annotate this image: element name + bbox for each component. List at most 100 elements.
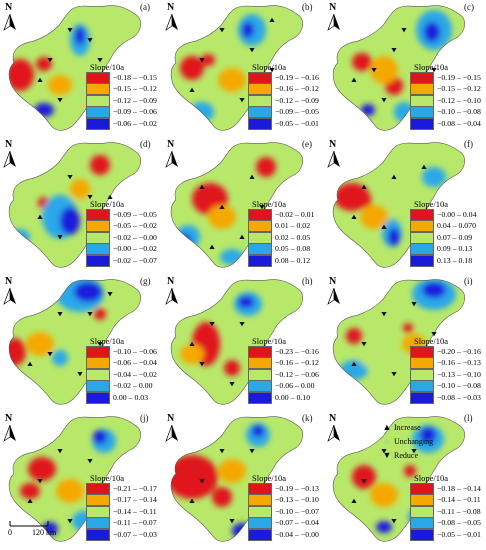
legend-row: −0.12 – −0.09	[248, 94, 324, 107]
increase-station-marker	[107, 194, 113, 199]
reduce-station-marker	[229, 519, 235, 524]
legend-swatch	[86, 83, 110, 96]
north-label: N	[167, 139, 175, 150]
legend-class-label: −0.20 – −0.16	[437, 346, 481, 356]
unchanging-circle-icon: ○	[384, 436, 390, 446]
north-label: N	[167, 2, 175, 13]
reduce-station-marker	[97, 58, 103, 63]
legend-class-label: −0.14 – −0.11	[437, 495, 481, 505]
reduce-station-marker	[249, 449, 255, 454]
region-outline	[170, 416, 303, 542]
legend-row: −0.04 – −0.00	[248, 528, 324, 541]
map-panel: N (k) Slope/10a −0.19 – −0.13 −0.13 – −0.10…	[162, 411, 324, 548]
trend-zone	[75, 27, 85, 45]
trend-zone	[10, 229, 30, 245]
trend-zone	[28, 457, 56, 481]
legend-class-label: 0.00 – 0.10	[275, 392, 311, 402]
slope-legend: Slope/10a −0.19 – −0.13 −0.13 – −0.10 −0.10…	[248, 473, 324, 541]
reduce-station-marker	[249, 48, 255, 53]
trend-zone	[74, 282, 102, 302]
north-arrow-icon: N	[326, 2, 344, 32]
legend-row: 0.00 – 0.10	[248, 391, 324, 404]
legend-class-label: −0.11 – −0.07	[113, 518, 157, 528]
reduce-station-marker	[57, 235, 63, 240]
legend-row: −0.07 – −0.04	[248, 517, 324, 530]
increase-station-marker	[351, 77, 357, 82]
reduce-station-marker	[97, 342, 103, 347]
legend-class-label: −0.16 – −0.12	[275, 84, 319, 94]
trend-zone	[352, 53, 372, 71]
legend-swatch	[410, 208, 434, 221]
region-outline	[170, 5, 303, 131]
reduce-station-marker	[37, 479, 43, 484]
legend-swatch	[410, 254, 434, 267]
legend-swatch	[248, 220, 272, 233]
legend-class-label: −0.09 – −0.06	[113, 107, 157, 117]
legend-row: −0.14 – −0.11	[86, 505, 162, 518]
legend-class-label: −0.10 – −0.06	[113, 346, 157, 356]
region-outline	[8, 5, 141, 131]
panel-letter-label: (g)	[140, 276, 151, 286]
map-svg	[170, 416, 303, 542]
region-outline	[8, 279, 141, 405]
map-panel: N (f) Slope/10a −0.00 – 0.04 0.04 – 0.070 0.…	[324, 137, 486, 274]
reduce-station-marker	[107, 292, 113, 297]
legend-row: −0.13 – −0.10	[410, 368, 486, 381]
trend-zone	[422, 167, 446, 187]
increase-station-marker	[361, 184, 367, 189]
legend-class-label: 0.09 – 0.13	[437, 244, 473, 254]
legend-row: −0.10 – −0.08	[410, 380, 486, 393]
legend-title: Slope/10a	[252, 336, 286, 346]
panel-letter-label: (h)	[302, 276, 313, 286]
trend-zone	[56, 479, 84, 503]
point-symbol-legend: ▲ Increase ○ Unchanging ▼ Reduce	[380, 420, 484, 462]
legend-swatch	[248, 517, 272, 530]
legend-swatch	[86, 380, 110, 393]
trend-zone	[361, 104, 375, 116]
legend-class-label: −0.02 – 0.01	[275, 209, 315, 219]
unchanging-label: Unchanging	[394, 436, 434, 446]
legend-swatch	[410, 243, 434, 256]
legend-row: −0.20 – −0.16	[410, 345, 486, 358]
region-outline	[170, 142, 303, 268]
north-label: N	[5, 2, 13, 13]
reduce-station-marker	[219, 449, 225, 454]
region-outline	[8, 416, 141, 542]
legend-row: −0.08 – −0.05	[410, 517, 486, 530]
north-arrow-icon: N	[2, 139, 20, 169]
legend-row: −0.15 – −0.12	[410, 83, 486, 96]
reduce-station-marker	[391, 519, 397, 524]
legend-swatch	[410, 117, 434, 130]
legend-class-label: −0.15 – −0.12	[113, 84, 157, 94]
legend-row: 0.01 – 0.02	[248, 220, 324, 233]
map-panel: N (g) Slope/10a −0.10 – −0.06 −0.06 – −0.04…	[0, 274, 162, 411]
slope-legend: Slope/10a −0.23 – −0.16 −0.16 – −0.12 −0.12…	[248, 336, 324, 404]
trend-zone	[403, 323, 413, 333]
region-outline	[332, 5, 465, 131]
legend-swatch	[86, 254, 110, 267]
map-panel: N (i) Slope/10a −0.20 – −0.16 −0.16 – −0.13…	[324, 274, 486, 411]
legend-row: −0.10 – −0.08	[410, 106, 486, 119]
trend-zone	[376, 521, 392, 533]
legend-swatch	[86, 117, 110, 130]
legend-title: Slope/10a	[252, 62, 286, 72]
reduce-station-marker	[361, 342, 367, 347]
map-svg	[332, 142, 465, 268]
trend-zone	[388, 228, 400, 246]
region-outline	[332, 279, 465, 405]
legend-swatch	[248, 243, 272, 256]
trend-zone	[370, 483, 398, 507]
legend-class-label: 0.07 – 0.09	[437, 232, 473, 242]
legend-class-label: 0.05 – 0.08	[275, 244, 311, 254]
map-panel: N (b) Slope/10a −0.19 – −0.16 −0.16 – −0.12…	[162, 0, 324, 137]
increase-station-marker	[189, 341, 195, 346]
reduce-station-marker	[67, 175, 73, 180]
legend-swatch	[410, 368, 434, 381]
legend-row: −0.06 – −0.04	[86, 357, 162, 370]
legend-class-label: 0.01 – 0.02	[275, 221, 311, 231]
slope-legend: Slope/10a −0.00 – 0.04 0.04 – 0.070 0.07 – …	[410, 199, 486, 267]
legend-row: −0.02 – −0.07	[86, 254, 162, 267]
legend-row: −0.02 – 0.00	[86, 380, 162, 393]
legend-swatch	[410, 494, 434, 507]
reduce-station-marker	[77, 372, 83, 377]
